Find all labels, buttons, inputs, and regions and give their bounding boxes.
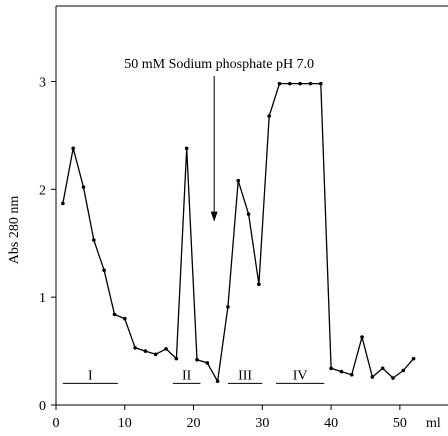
- y-tick-label: 2: [39, 183, 46, 198]
- data-point: [339, 369, 344, 374]
- data-point: [226, 305, 230, 309]
- region-label: III: [238, 368, 252, 383]
- data-point: [205, 361, 210, 365]
- data-point: [349, 373, 354, 377]
- data-point: [92, 238, 96, 242]
- axis-ticks: 0 10 20 30 40 50 0 1 2 3: [39, 75, 407, 431]
- data-point: [122, 316, 127, 321]
- data-point: [153, 352, 158, 357]
- data-point: [370, 375, 375, 379]
- data-point: [380, 366, 385, 371]
- data-point: [81, 185, 86, 189]
- data-point: [267, 114, 271, 118]
- annotation-text: 50 mM Sodium phosphate pH 7.0: [124, 57, 314, 72]
- data-point: [215, 379, 220, 384]
- y-tick-label: 1: [39, 291, 46, 306]
- x-tick-label: 40: [324, 416, 338, 431]
- data-point: [391, 376, 395, 380]
- region-label: I: [88, 368, 93, 383]
- data-point: [143, 349, 148, 353]
- x-axis-title: ml: [426, 416, 441, 431]
- data-point: [411, 356, 416, 361]
- data-point: [71, 146, 75, 151]
- data-point: [318, 81, 323, 86]
- data-point: [112, 312, 117, 317]
- chart-frame: [55, 5, 448, 406]
- region-label: II: [182, 368, 192, 383]
- x-tick-label: 0: [53, 416, 60, 431]
- x-tick-label: 30: [255, 416, 269, 431]
- data-point: [288, 81, 292, 86]
- x-tick-label: 10: [118, 416, 132, 431]
- data-point: [246, 212, 251, 216]
- data-point: [61, 201, 65, 206]
- data-point: [308, 81, 313, 86]
- region-markers: I II III IV: [62, 368, 325, 384]
- annotation-arrow-head: [210, 211, 218, 222]
- data-point: [184, 146, 189, 151]
- data-point: [329, 366, 333, 371]
- x-tick-label: 50: [393, 416, 407, 431]
- y-tick-label: 0: [39, 399, 46, 414]
- data-point: [401, 368, 406, 373]
- data-point: [277, 81, 282, 86]
- data-point: [360, 335, 364, 339]
- data-point: [102, 268, 106, 273]
- x-tick-label: 20: [187, 416, 201, 431]
- data-point: [257, 282, 261, 287]
- data-point: [195, 357, 199, 362]
- annotation-layer: 50 mM Sodium phosphate pH 7.0: [124, 57, 314, 222]
- series-layer: [61, 81, 416, 384]
- data-point: [174, 356, 179, 361]
- data-point: [236, 178, 241, 183]
- y-axis-title: Abs 280 nm: [7, 196, 22, 265]
- data-point: [164, 347, 168, 351]
- data-point: [298, 81, 302, 86]
- region-label: IV: [293, 368, 308, 383]
- data-point: [133, 346, 137, 350]
- y-tick-label: 3: [39, 75, 46, 90]
